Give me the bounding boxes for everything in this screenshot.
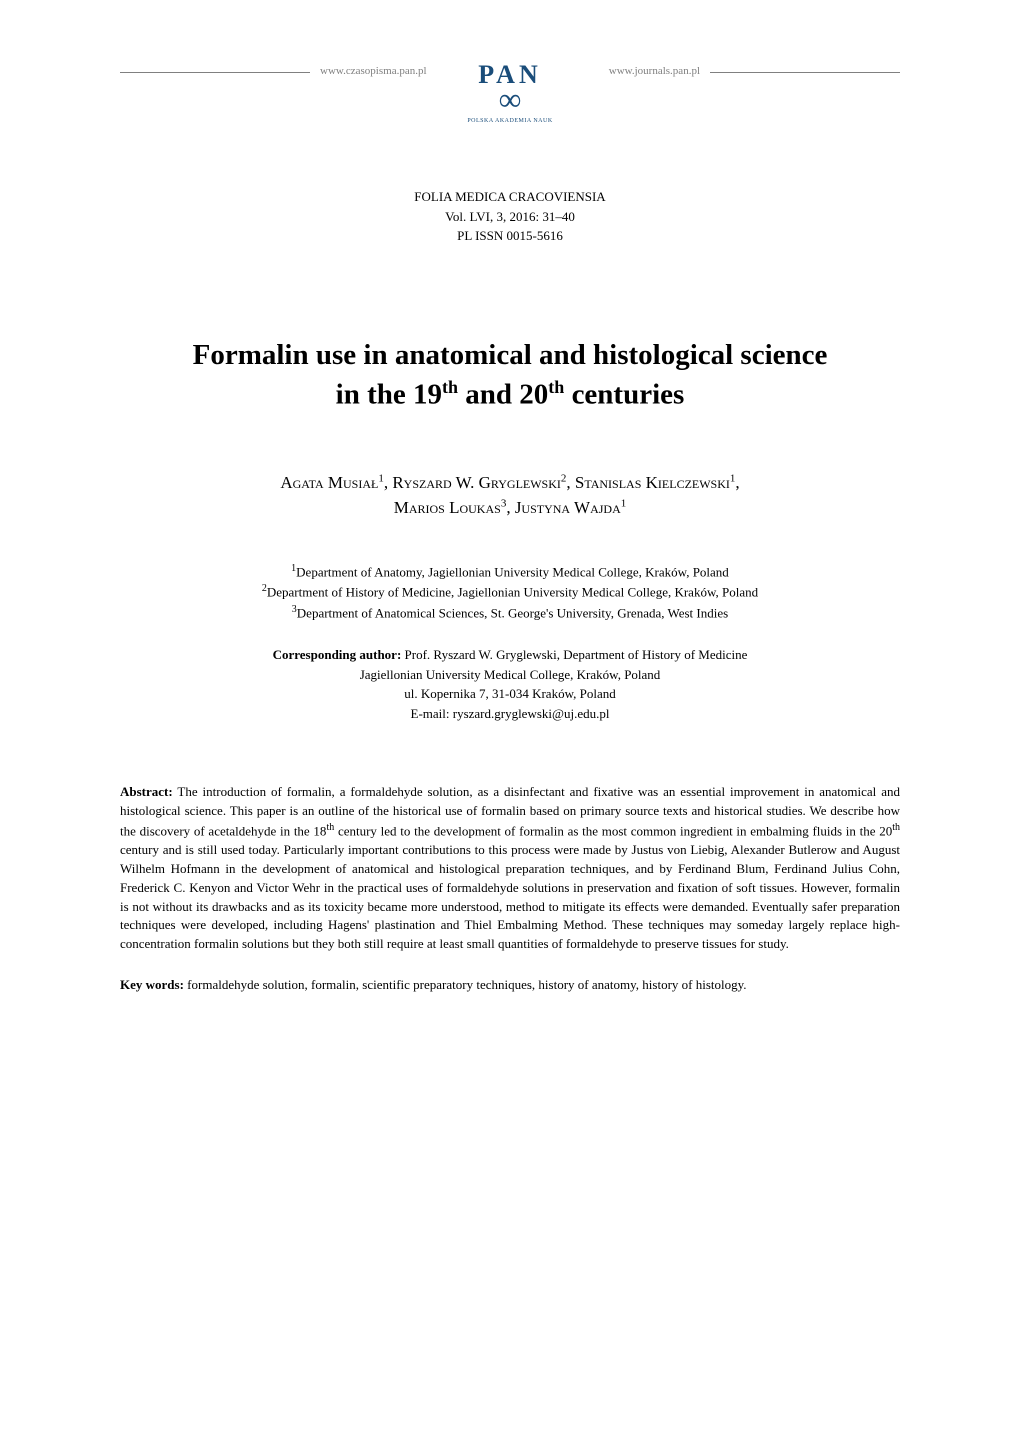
abstract-text-3: century and is still used today. Particu…: [120, 842, 900, 951]
affiliation-2: 2Department of History of Medicine, Jagi…: [120, 581, 900, 602]
journal-issn: PL ISSN 0015-5616: [120, 226, 900, 246]
article-title: Formalin use in anatomical and histologi…: [120, 336, 900, 415]
keywords-text: formaldehyde solution, formalin, scienti…: [184, 977, 747, 992]
title-line2-post: centuries: [564, 378, 684, 410]
link-czasopisma: www.czasopisma.pan.pl: [320, 65, 427, 77]
title-line1: Formalin use in anatomical and histologi…: [193, 339, 828, 371]
author-2: Ryszard W. Gryglewski: [392, 473, 561, 492]
abstract-text-2: century led to the development of formal…: [334, 823, 892, 838]
corresponding-line1: Prof. Ryszard W. Gryglewski, Department …: [401, 647, 747, 662]
author-5: Justyna Wajda: [515, 498, 621, 517]
abstract-sup-20th: th: [892, 822, 900, 833]
link-journals: www.journals.pan.pl: [609, 65, 700, 77]
affiliation-3: 3Department of Anatomical Sciences, St. …: [120, 602, 900, 623]
title-sup-19th: th: [442, 377, 458, 397]
corresponding-label: Corresponding author:: [273, 647, 402, 662]
journal-volume: Vol. LVI, 3, 2016: 31–40: [120, 207, 900, 227]
pan-logo-subtitle: POLSKA AKADEMIA NAUK: [467, 118, 552, 124]
author-5-aff: 1: [621, 497, 627, 509]
header-rule-right: [710, 72, 900, 73]
header-rule-left: [120, 72, 310, 73]
title-line2-pre: in the 19: [336, 378, 442, 410]
keywords-label: Key words:: [120, 977, 184, 992]
affiliation-1: 1Department of Anatomy, Jagiellonian Uni…: [120, 561, 900, 582]
pan-logo: PAN ∞ POLSKA AKADEMIA NAUK: [467, 60, 552, 127]
journal-info: FOLIA MEDICA CRACOVIENSIA Vol. LVI, 3, 2…: [120, 187, 900, 246]
corresponding-line2: Jagiellonian University Medical College,…: [360, 667, 661, 682]
author-1: Agata Musiał: [280, 473, 378, 492]
abstract-label: Abstract:: [120, 784, 173, 799]
corresponding-line3: ul. Kopernika 7, 31-034 Kraków, Poland: [404, 686, 615, 701]
corresponding-author: Corresponding author: Prof. Ryszard W. G…: [120, 645, 900, 723]
authors-list: Agata Musiał1, Ryszard W. Gryglewski2, S…: [120, 470, 900, 521]
author-1-aff: 1: [378, 472, 384, 484]
author-3: Stanislas Kielczewski: [575, 473, 730, 492]
author-4: Marios Loukas: [394, 498, 501, 517]
title-line2-mid: and 20: [458, 378, 548, 410]
journal-name: FOLIA MEDICA CRACOVIENSIA: [120, 187, 900, 207]
author-4-aff: 3: [501, 497, 507, 509]
keywords: Key words: formaldehyde solution, formal…: [120, 976, 900, 995]
author-3-aff: 1: [730, 472, 736, 484]
infinity-icon: ∞: [467, 90, 552, 109]
title-sup-20th: th: [548, 377, 564, 397]
corresponding-email: E-mail: ryszard.gryglewski@uj.edu.pl: [411, 706, 610, 721]
affiliations: 1Department of Anatomy, Jagiellonian Uni…: [120, 561, 900, 623]
header-logo-section: www.czasopisma.pan.pl PAN ∞ POLSKA AKADE…: [120, 60, 900, 127]
abstract: Abstract: The introduction of formalin, …: [120, 783, 900, 954]
author-2-aff: 2: [561, 472, 567, 484]
